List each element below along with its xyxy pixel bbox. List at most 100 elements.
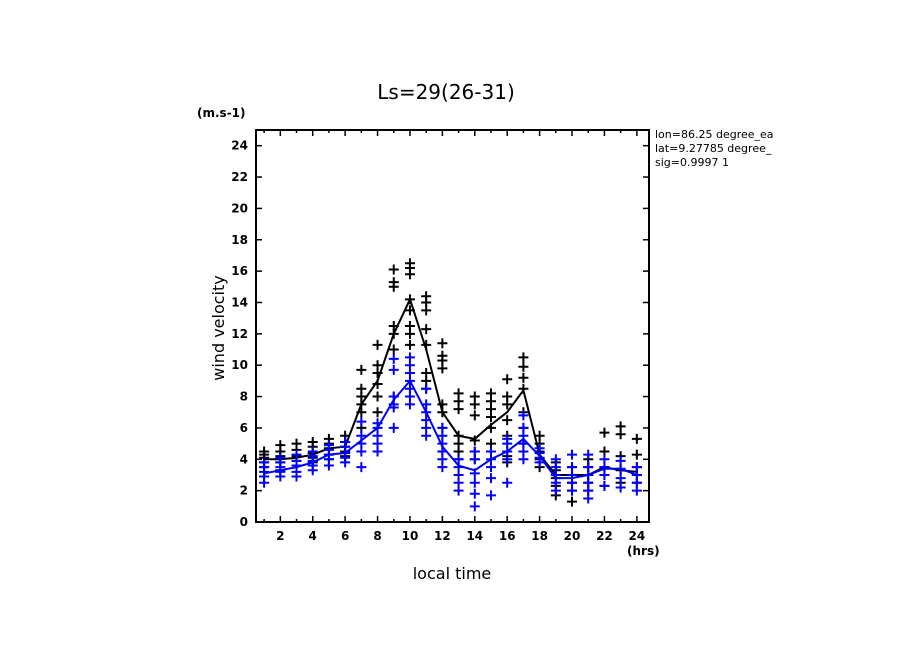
series-1-mean-line <box>264 296 637 476</box>
y-tick-label: 18 <box>231 233 248 247</box>
series-2-point <box>275 452 286 463</box>
series-2-point <box>518 410 529 421</box>
series-1-point <box>275 440 286 451</box>
y-tick-label: 10 <box>231 358 248 372</box>
y-tick-label: 8 <box>240 390 248 404</box>
series-2-point <box>534 443 545 454</box>
series-2-point <box>631 462 642 473</box>
series-1-point <box>502 374 513 385</box>
series-2-point <box>599 454 610 465</box>
series-2-point <box>599 480 610 491</box>
x-tick-label: 2 <box>276 529 284 543</box>
series-2-point <box>388 422 399 433</box>
x-tick-label: 14 <box>466 529 483 543</box>
series-1-point <box>469 410 480 421</box>
x-tick-label: 10 <box>402 529 419 543</box>
series-2-point <box>340 437 351 448</box>
series-2-point <box>307 446 318 457</box>
series-1-point <box>388 264 399 275</box>
series-2-point <box>567 462 578 473</box>
series-2-point <box>259 457 270 468</box>
x-tick-label: 12 <box>434 529 451 543</box>
series-2-point <box>356 416 367 427</box>
series-1-point <box>502 415 513 426</box>
series-1-point <box>469 435 480 446</box>
series-1-point <box>421 339 432 350</box>
x-tick-label: 16 <box>499 529 516 543</box>
series-2-point <box>421 383 432 394</box>
series-2-point <box>502 477 513 488</box>
x-tick-label: 22 <box>596 529 613 543</box>
series-1-point <box>485 388 496 399</box>
series-2-point <box>583 449 594 460</box>
series-1-point <box>631 449 642 460</box>
series-2-point <box>323 440 334 451</box>
series-1-point <box>404 321 415 331</box>
series-1-point <box>631 433 642 444</box>
series-1-point <box>518 361 529 372</box>
y-tick-label: 20 <box>231 201 248 215</box>
series-1-point <box>518 372 529 383</box>
series-1-point <box>437 399 448 410</box>
series-2-point <box>469 477 480 488</box>
series-1-point <box>372 379 383 390</box>
series-2-point <box>421 399 432 410</box>
series-2-point <box>583 462 594 473</box>
series-1-point <box>502 391 513 402</box>
series-2-point <box>404 352 415 363</box>
series-1-point <box>404 294 415 305</box>
x-tick-label: 18 <box>531 529 548 543</box>
series-2-point <box>469 468 480 479</box>
series-2-point <box>388 364 399 375</box>
series-2-point <box>469 488 480 499</box>
series-2-point <box>615 473 626 484</box>
series-1-point <box>421 291 432 302</box>
y-tick-label: 2 <box>240 484 248 498</box>
series-2-point <box>550 454 561 465</box>
series-1-point <box>469 391 480 402</box>
series-2-point <box>615 482 626 493</box>
series-1-point <box>372 407 383 418</box>
series-2-point <box>356 430 367 441</box>
series-2-point <box>502 433 513 444</box>
series-1-point <box>404 305 415 316</box>
series-2-mean-line <box>263 379 638 480</box>
series-2-point <box>388 353 399 364</box>
y-tick-label: 24 <box>231 139 248 153</box>
x-tick-label: 6 <box>341 529 349 543</box>
series-2-point <box>437 422 448 433</box>
y-tick-label: 4 <box>240 452 248 466</box>
series-1-point <box>388 344 399 355</box>
series-1-point <box>599 427 610 438</box>
annotation-sig: sig=0.9997 1 <box>655 156 729 169</box>
series-1-point <box>291 438 302 449</box>
series-1-point <box>615 421 626 432</box>
series-2-point <box>356 462 367 473</box>
y-tick-label: 22 <box>231 170 248 184</box>
series-1-point <box>356 383 367 394</box>
x-tick-label: 4 <box>309 529 317 543</box>
series-2-point <box>469 501 480 512</box>
series-1-point <box>437 350 448 361</box>
annotation-lat: lat=9.27785 degree_ <box>655 142 772 155</box>
series-2-point <box>453 454 464 465</box>
series-1-point <box>404 258 415 269</box>
y-tick-label: 6 <box>240 421 248 435</box>
y-unit-label: (m.s-1) <box>197 106 246 120</box>
series-2-point <box>372 418 383 429</box>
series-1-point <box>388 321 399 331</box>
x-tick-label: 8 <box>373 529 381 543</box>
series-2-point <box>485 446 496 457</box>
series-1-point <box>307 437 318 448</box>
x-axis-title: local time <box>413 564 492 583</box>
x-unit-label: (hrs) <box>627 544 660 558</box>
chart-title: Ls=29(26-31) <box>377 80 515 104</box>
series-1-point <box>372 339 383 350</box>
y-axis-title: wind velocity <box>209 275 228 380</box>
series-2-point <box>469 446 480 457</box>
y-tick-label: 14 <box>231 295 248 309</box>
series-1-point <box>259 446 270 457</box>
series-1-point <box>372 360 383 371</box>
